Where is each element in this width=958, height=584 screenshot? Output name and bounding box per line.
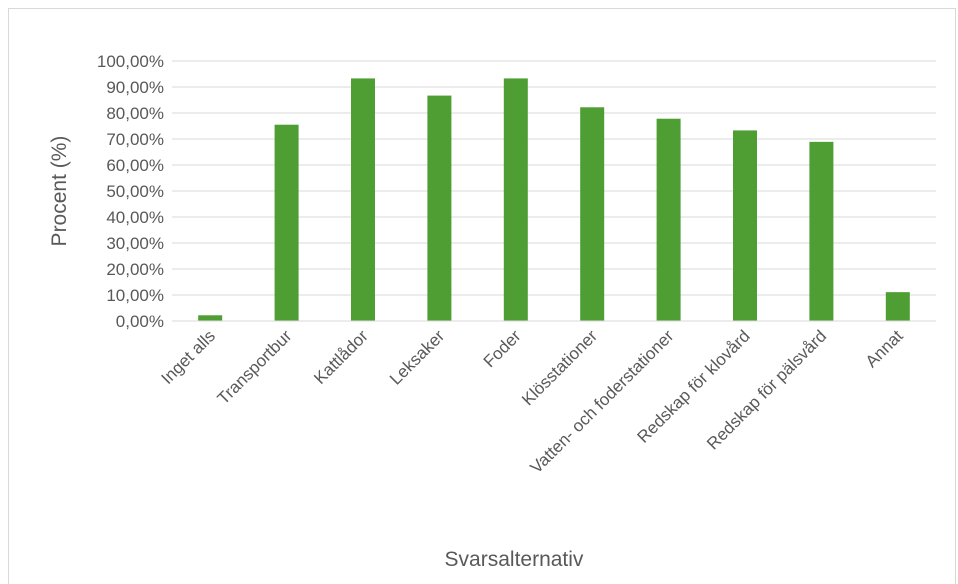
bar (885, 292, 910, 321)
y-tick-label: 10,00% (106, 286, 164, 305)
bar (427, 95, 452, 321)
y-tick-label: 70,00% (106, 130, 164, 149)
x-tick-label: Transportbur (214, 326, 296, 408)
x-tick-label: Inget alls (157, 326, 219, 388)
x-tick-label: Annat (862, 326, 907, 371)
bar (809, 141, 834, 321)
x-tick-label: Klösstationer (518, 326, 601, 409)
y-tick-label: 80,00% (106, 104, 164, 123)
y-tick-label: 100,00% (97, 52, 164, 71)
x-tick-label: Foder (480, 326, 525, 371)
y-tick-labels: 0,00% 10,00% 20,00% 30,00% 40,00% 50,00% 60,00… (97, 52, 164, 331)
gridlines (172, 60, 936, 296)
y-tick-label: 60,00% (106, 156, 164, 175)
x-tick-label: Vatten- och foderstationer (527, 326, 678, 477)
y-tick-label: 50,00% (106, 182, 164, 201)
bar (503, 78, 528, 321)
bars (198, 78, 910, 321)
y-tick-label: 40,00% (106, 208, 164, 227)
bar (580, 107, 605, 321)
y-tick-label: 30,00% (106, 234, 164, 253)
bar (198, 315, 223, 321)
bar (733, 130, 757, 321)
bar (351, 78, 375, 321)
y-tick-label: 90,00% (106, 78, 164, 97)
x-tick-label: Leksaker (386, 326, 448, 388)
x-tick-label: Kattlådor (310, 326, 372, 388)
bar (274, 124, 299, 321)
bar (656, 118, 681, 321)
y-tick-label: 20,00% (106, 260, 164, 279)
chart-frame (8, 8, 956, 584)
y-axis-title: Procent (%) (48, 136, 71, 247)
x-axis-title: Svarsalternativ (445, 548, 584, 571)
y-tick-label: 0,00% (116, 312, 164, 331)
